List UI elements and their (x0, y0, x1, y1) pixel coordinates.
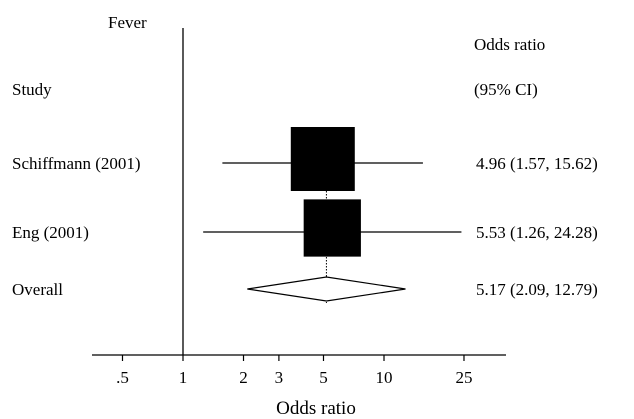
study-label: Schiffmann (2001) (12, 154, 141, 173)
overall-label: Overall (12, 280, 63, 299)
overall-estimate-label: 5.17 (2.09, 12.79) (476, 280, 598, 299)
x-tick-label: .5 (116, 368, 129, 387)
study-weight-box (303, 199, 361, 257)
chart-title: Fever (108, 13, 147, 32)
study-column-header: Study (12, 80, 52, 99)
x-tick-label: 25 (455, 368, 472, 387)
x-axis-label: Odds ratio (276, 398, 356, 419)
x-tick-label: 3 (275, 368, 284, 387)
study-estimate-label: 4.96 (1.57, 15.62) (476, 154, 598, 173)
estimate-header-line2: (95% CI) (474, 80, 538, 99)
x-tick-label: 2 (239, 368, 248, 387)
x-tick-label: 5 (319, 368, 328, 387)
plot-area: .5 1 2 3 5 10 25 Schiffmann (2001) 4.96 (1.57, 1… (12, 28, 598, 387)
x-tick-label: 10 (376, 368, 393, 387)
estimate-header-line1: Odds ratio (474, 35, 545, 54)
study-label: Eng (2001) (12, 223, 89, 242)
x-tick-label: 1 (179, 368, 188, 387)
overall-diamond (247, 276, 406, 302)
study-estimate-label: 5.53 (1.26, 24.28) (476, 223, 598, 242)
study-weight-box (290, 127, 355, 191)
